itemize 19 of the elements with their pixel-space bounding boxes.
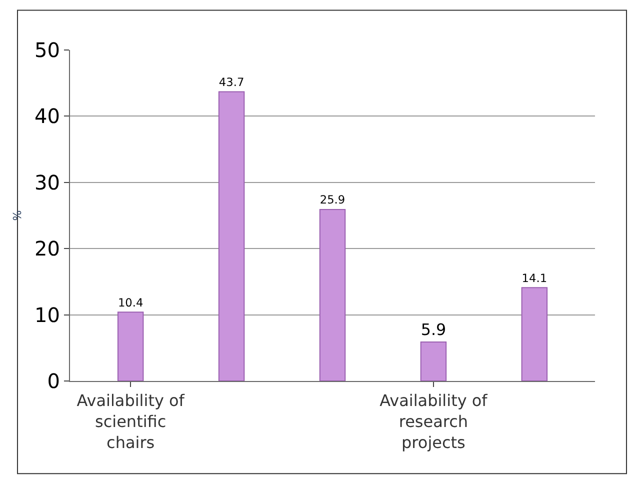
bar [319,209,346,381]
y-tick-label: 10 [34,302,60,327]
y-tick-label: 20 [34,236,60,261]
data-label: 14.1 [522,270,548,285]
x-tick-label: Availability of research projects [380,391,488,452]
data-label: 10.4 [118,295,144,310]
data-label: 5.9 [420,320,446,339]
bar [218,91,245,381]
y-axis-title: % [11,210,24,221]
x-tick-label: Availability of scientific chairs [76,391,185,452]
bar [420,341,447,381]
bar [117,312,144,381]
bar [521,287,548,381]
y-tick-label: 0 [47,369,60,393]
y-tick-label: 40 [34,104,60,128]
data-label: 25.9 [320,192,346,207]
y-tick-label: 30 [34,170,60,194]
data-label: 43.7 [218,74,244,89]
y-tick-label: 50 [34,38,60,62]
